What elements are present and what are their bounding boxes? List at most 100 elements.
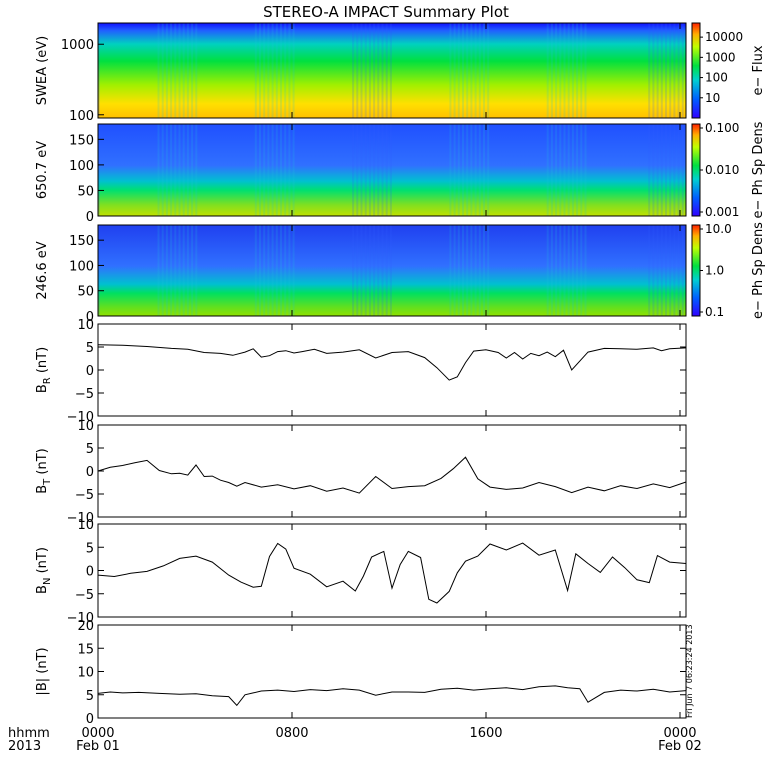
spectrogram-streak [563,124,566,216]
spectrogram-streak [292,23,295,118]
spectrogram-streak [263,225,266,316]
spectrogram-streak [665,225,667,316]
spectrogram-streak [195,23,198,118]
spectrogram-streak [571,225,574,316]
y-axis-label: BR (nT) [35,347,53,393]
spectrogram-streak [352,124,355,216]
y-tick-label: 0 [86,712,94,727]
spectrogram-streak [178,225,181,316]
spectrogram-streak [483,124,485,216]
spectrogram-streak [174,225,177,316]
spectrogram-streak [462,23,464,118]
spectrogram-streak [648,225,651,316]
spectrogram-streak [170,23,173,118]
panel-4: 10 5 0 −5 −10 BT (nT) [35,419,687,526]
spectrogram-streak [182,124,185,216]
spectrogram-streak [673,124,676,216]
spectrogram-streak [186,23,189,118]
spectrogram-streak [157,225,160,316]
panel-2: 10.0 1.0 0.1 e− Ph Sp Dens 150 100 50 0 246.6 eV [35,222,766,325]
spectrogram-streak [567,124,570,216]
spectrogram-streak [157,23,160,118]
panel-frame [97,22,687,119]
spectrogram-streak [669,23,672,118]
spectrogram-streak [360,23,363,118]
spectrogram-streak [648,124,651,216]
spectrogram-streak [275,23,278,118]
spectrogram-streak [178,124,181,216]
spectrogram-streak [352,225,355,316]
y-label-main: B [35,585,50,594]
y-tick-label: 150 [69,234,94,249]
spectrogram-streak [254,225,257,316]
panel-1: 0.100 0.010 0.001 e− Ph Sp Dens 150 100 50 0 650… [35,121,766,225]
series-line [97,456,687,494]
y-tick-label: 5 [86,689,94,704]
spectrogram-streak [182,225,185,316]
colorbar-tick-label: 1000 [705,50,736,64]
y-label-subscript: R [42,377,53,384]
spectrogram-image [98,225,686,316]
spectrogram-streak [665,124,667,216]
spectrogram-streak [259,124,261,216]
spectrogram-streak [186,124,189,216]
colorbar-tick-label: 0.010 [705,163,739,177]
colorbar-label: e− Ph Sp Dens [751,121,766,218]
x-axis-footer: hhmm 2013 0000 0800 1600 0000 Feb 01 Feb… [8,726,702,754]
spectrogram-streak [466,124,469,216]
spectrogram-streak [356,23,359,118]
spectrogram-streak [191,124,194,216]
spectrogram-streak [580,23,583,118]
spectrogram-streak [377,225,380,316]
spectrogram-streak [385,23,388,118]
spectrogram-streak [267,124,270,216]
spectrogram-streak [470,23,473,118]
spectrogram-streak [660,225,663,316]
y-label-main: |B| (nT) [35,647,50,695]
date-label-start: Feb 01 [76,739,120,754]
spectrogram-streak [389,124,392,216]
spectrogram-streak [580,124,583,216]
spectrogram-streak [368,225,371,316]
colorbar-label: e− Flux [751,45,766,95]
y-tick-label: 0 [86,310,94,325]
spectrogram-streak [381,23,384,118]
spectrogram-streak [263,23,266,118]
spectrogram-streak [550,225,553,316]
colorbar-tick-label: 0.001 [705,205,739,219]
spectrogram-streak [364,124,367,216]
spectrogram-image [98,23,686,118]
spectrogram-streak [567,23,570,118]
spectrogram-streak [457,23,460,118]
spectrogram-streak [292,124,295,216]
spectrogram-streak [381,124,384,216]
spectrogram-streak [584,124,587,216]
y-tick-label: 0 [86,210,94,225]
spectrogram-streak [665,23,667,118]
y-tick-label: 150 [69,133,94,148]
spectrogram-streak [470,124,473,216]
spectrogram-streak [576,23,579,118]
spectrogram-streak [280,124,282,216]
y-tick-label: 10 [77,419,94,434]
spectrogram-streak [656,124,659,216]
spectrogram-streak [288,23,291,118]
spectrogram-streak [474,225,477,316]
spectrogram-streak [178,23,181,118]
y-tick-label: 20 [77,619,94,634]
panel-frame [97,624,687,719]
colorbar-tick-label: 10 [705,91,720,105]
y-axis-label: SWEA (eV) [35,36,50,105]
spectrogram-streak [373,225,376,316]
spectrogram-streak [288,225,291,316]
spectrogram-streak [546,225,549,316]
spectrogram-streak [267,23,270,118]
spectrogram-streak [267,225,270,316]
spectrogram-streak [284,225,287,316]
spectrogram-streak [660,124,663,216]
colorbar [691,123,701,217]
colorbar-tick-label: 0.1 [705,305,724,319]
spectrogram-streak [669,124,672,216]
y-tick-label: −5 [75,488,94,503]
